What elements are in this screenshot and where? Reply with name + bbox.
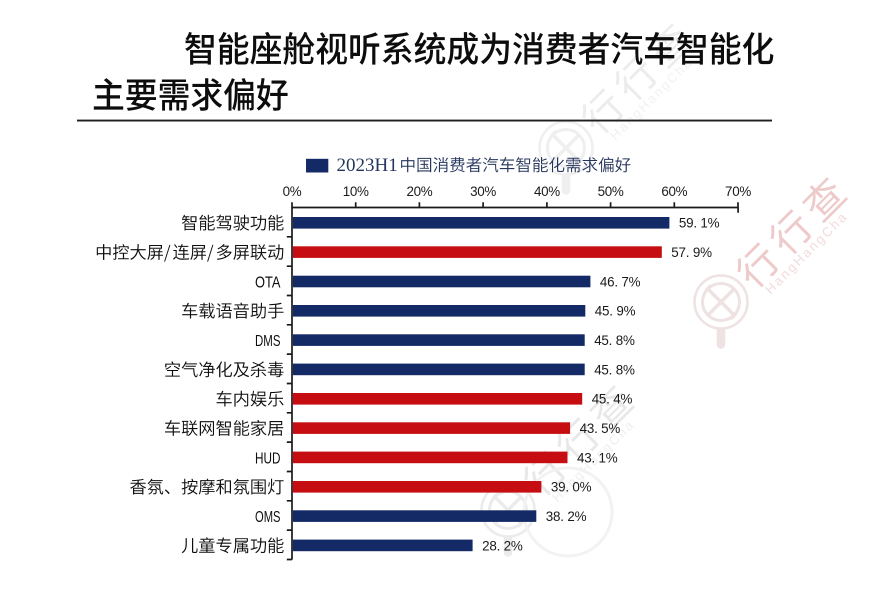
svg-text:HUD: HUD <box>255 450 281 467</box>
svg-text:30%: 30% <box>470 184 496 199</box>
svg-text:OTA: OTA <box>255 274 281 291</box>
svg-text:40%: 40% <box>534 184 560 199</box>
svg-text:46. 7%: 46. 7% <box>600 274 641 289</box>
svg-text:2023H1: 2023H1 <box>337 155 398 176</box>
svg-text:70%: 70% <box>725 184 751 199</box>
svg-text:60%: 60% <box>661 184 687 199</box>
svg-text:43. 1%: 43. 1% <box>577 450 618 465</box>
svg-text:45. 8%: 45. 8% <box>594 333 635 348</box>
svg-text:45. 8%: 45. 8% <box>594 362 635 377</box>
svg-text:39. 0%: 39. 0% <box>551 480 592 495</box>
svg-text:20%: 20% <box>406 184 432 199</box>
svg-text:38. 2%: 38. 2% <box>546 509 587 524</box>
svg-text:0%: 0% <box>283 184 302 199</box>
svg-text:10%: 10% <box>343 184 369 199</box>
svg-text:28. 2%: 28. 2% <box>482 538 523 553</box>
svg-text:57. 9%: 57. 9% <box>671 245 712 260</box>
svg-text:45. 4%: 45. 4% <box>592 392 633 407</box>
svg-text:43. 5%: 43. 5% <box>580 421 621 436</box>
svg-text:59. 1%: 59. 1% <box>679 216 720 231</box>
svg-text:OMS: OMS <box>255 509 281 526</box>
svg-text:45. 9%: 45. 9% <box>595 304 636 319</box>
svg-text:50%: 50% <box>598 184 624 199</box>
svg-text:DMS: DMS <box>255 333 281 350</box>
